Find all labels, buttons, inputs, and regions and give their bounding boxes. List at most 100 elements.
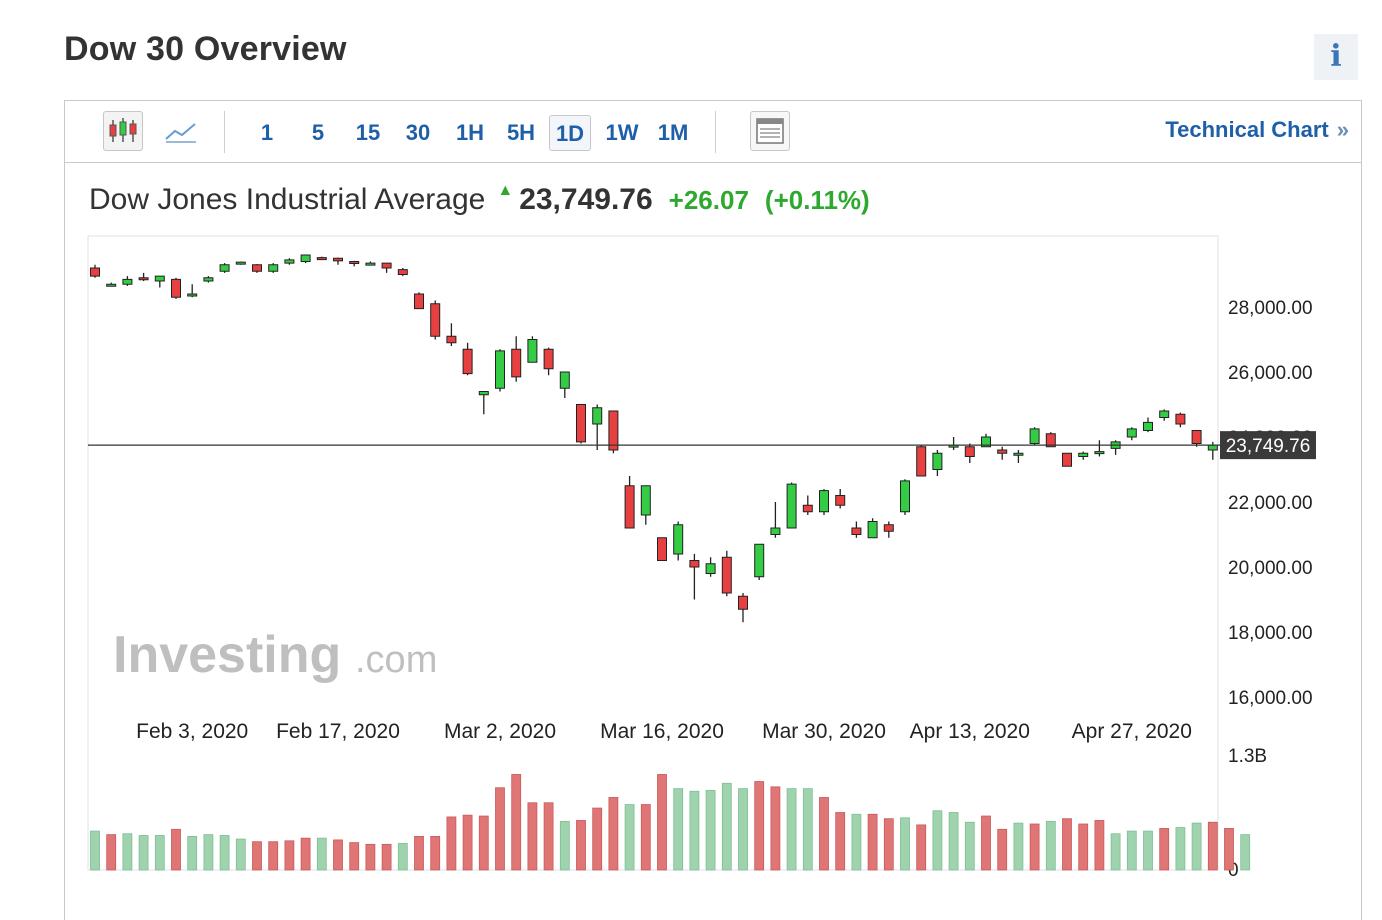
volume-bar	[1207, 821, 1218, 871]
candle	[1045, 433, 1056, 448]
chart-toolbar: 1 5 15 30 1H 5H 1D 1W 1M Technical Chart…	[65, 101, 1361, 163]
y-tick-label: 16,000.00	[1228, 688, 1313, 709]
candle	[932, 452, 943, 470]
candle	[981, 436, 991, 448]
page-title: Dow 30 Overview	[64, 30, 347, 68]
volume-bar	[511, 774, 522, 871]
candle	[187, 293, 198, 297]
candle	[738, 595, 748, 610]
candle	[916, 446, 927, 477]
candle	[705, 563, 716, 574]
candle	[138, 277, 149, 281]
candle	[495, 350, 505, 389]
candle	[576, 404, 586, 443]
table-view-icon[interactable]	[750, 111, 790, 151]
candle	[349, 261, 360, 264]
volume-bar	[1045, 820, 1056, 871]
x-tick-label: Feb 17, 2020	[276, 720, 400, 743]
volume-bar	[381, 843, 392, 871]
volume-bar	[154, 835, 165, 871]
x-tick-label: Mar 2, 2020	[444, 720, 556, 743]
volume-bar	[252, 841, 262, 871]
volume-bar	[1078, 823, 1089, 871]
candle	[802, 504, 813, 513]
interval-1w[interactable]: 1W	[605, 120, 639, 145]
candle	[106, 283, 117, 287]
last-price: 23,749.76	[519, 183, 653, 216]
interval-1d[interactable]: 1D	[549, 115, 591, 151]
volume-bar	[462, 814, 473, 871]
candle	[1013, 452, 1024, 456]
volume-bar	[446, 816, 457, 871]
candle	[1029, 428, 1040, 444]
interval-5h[interactable]: 5H	[506, 120, 536, 145]
volume-bar	[964, 821, 975, 871]
interval-5[interactable]: 5	[311, 120, 325, 145]
interval-1h[interactable]: 1H	[455, 120, 485, 145]
candle	[154, 275, 165, 282]
interval-1m[interactable]: 1M	[657, 120, 689, 145]
interval-1[interactable]: 1	[260, 120, 274, 145]
volume-bar	[624, 804, 635, 871]
candle	[511, 348, 522, 378]
volume-bar	[592, 807, 603, 871]
volume-bar	[819, 797, 829, 871]
volume-bar	[576, 820, 586, 871]
candle	[1175, 413, 1186, 425]
candle	[219, 264, 230, 272]
candle	[689, 560, 700, 568]
volume-bar	[948, 812, 959, 871]
interval-30[interactable]: 30	[405, 120, 431, 145]
technical-chart-link[interactable]: Technical Chart »	[1165, 117, 1349, 143]
candle	[786, 483, 797, 529]
candle	[381, 262, 392, 269]
info-button[interactable]: i	[1314, 34, 1358, 80]
candle	[754, 543, 765, 578]
volume-bar	[397, 843, 408, 871]
investing-watermark-suffix: .com	[355, 639, 437, 681]
candle	[122, 278, 133, 285]
candle	[559, 371, 570, 389]
interval-15[interactable]: 15	[355, 120, 381, 145]
volume-bar	[187, 835, 198, 871]
volume-bar	[754, 781, 765, 871]
volume-bar	[300, 837, 311, 871]
volume-bar	[851, 813, 862, 871]
volume-bar	[997, 828, 1008, 871]
volume-bar	[981, 815, 991, 871]
volume-bar	[900, 817, 910, 871]
x-tick-label: Mar 30, 2020	[762, 720, 886, 743]
volume-bar	[559, 820, 570, 871]
volume-bar	[316, 837, 327, 871]
volume-bar	[916, 824, 927, 871]
candle	[900, 480, 910, 513]
candle	[721, 556, 732, 594]
volume-max-label: 1.3B	[1228, 746, 1267, 767]
volume-bar	[1175, 827, 1186, 871]
candle	[640, 485, 651, 516]
volume-bar	[705, 789, 716, 871]
volume-bar	[1191, 822, 1202, 871]
volume-bar	[1240, 834, 1251, 871]
volume-bar	[333, 839, 343, 871]
y-tick-label: 18,000.00	[1228, 623, 1313, 644]
last-price-tag	[1220, 431, 1316, 460]
volume-bar	[640, 804, 651, 871]
line-chart-icon[interactable]	[161, 111, 201, 151]
candle	[203, 277, 214, 282]
volume-zero-label: 0	[1228, 860, 1239, 881]
candle	[592, 407, 603, 425]
candle	[284, 259, 295, 264]
volume-bar	[1143, 830, 1153, 871]
candle	[527, 339, 538, 363]
volume-bar	[219, 835, 230, 871]
up-arrow-icon: ▲	[497, 182, 514, 199]
volume-bar	[171, 828, 181, 871]
candle	[1143, 421, 1153, 431]
technical-chart-label: Technical Chart	[1165, 117, 1329, 142]
candle	[657, 537, 667, 561]
volume-bar	[1110, 833, 1121, 871]
candlestick-chart-icon[interactable]	[103, 111, 143, 151]
volume-bar	[414, 835, 424, 871]
